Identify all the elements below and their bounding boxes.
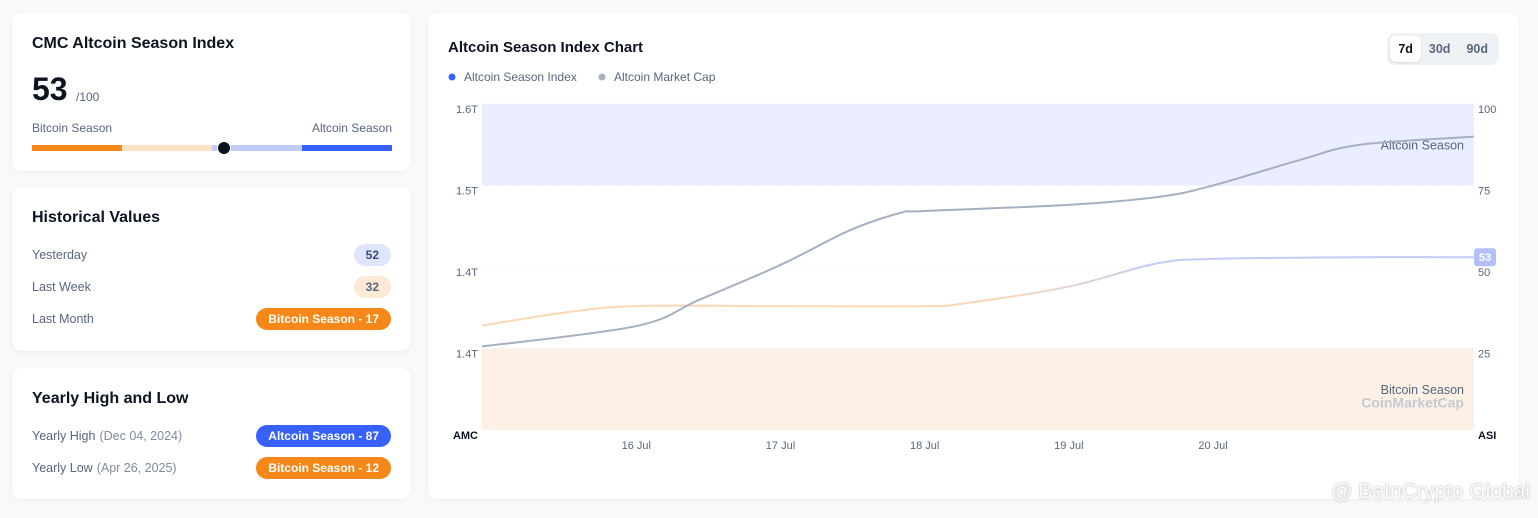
x-tick-label: 20 Jul [1198,440,1227,452]
y-axis-label: AMC [453,430,478,442]
series-line [481,135,1475,348]
gauge-knob [216,141,231,155]
y2-tick-label: 75 [1478,185,1490,197]
history-row: Yesterday 52 [32,243,391,267]
season-band [482,348,1474,430]
y2-tick-label: 25 [1478,348,1490,360]
yearly-card: Yearly High and Low Yearly High (Dec 04, … [12,368,411,499]
card-title: Yearly High and Low [32,390,189,407]
chart-title: Altcoin Season Index Chart [448,39,643,56]
historical-card: Historical Values Yesterday 52 Last Week 32… [12,187,411,351]
range-button[interactable]: 90d [1466,42,1488,56]
row-value: Altcoin Season - 87 [256,425,391,447]
history-row: Last Week 32 [32,275,391,299]
chart-watermark: CoinMarketCap [1361,395,1464,411]
y-tick-label: 1.6T [456,104,478,116]
range-buttons: 7d 30d 90d [1387,33,1499,65]
row-date: (Dec 04, 2024) [99,429,183,443]
row-label-text: Yearly Low [32,461,93,475]
yearly-row: Yearly Low (Apr 26, 2025) Bitcoin Season -… [32,456,391,480]
y2-tick-label: 50 [1478,267,1490,279]
index-max: /100 [76,90,100,104]
last-value-badge [1474,248,1496,267]
y-tick-label: 1.4T [456,267,478,279]
y2-tick-label: 100 [1478,104,1496,116]
watermark: @ BeInCrypto Global [1331,480,1530,503]
legend-label: Altcoin Season Index [464,70,577,84]
chart-card: 7d 30d 90d Altcoin Season Index Chart Altc… [428,13,1519,499]
x-tick-label: 16 Jul [622,440,651,452]
row-label: Yearly Low (Apr 26, 2025) [32,461,177,475]
index-value: 53 [32,71,68,107]
x-tick-label: 19 Jul [1054,440,1083,452]
row-value: 32 [353,276,391,298]
band-label: Bitcoin Season [1381,383,1464,397]
row-date: (Apr 26, 2025) [96,461,177,475]
row-label: Yesterday [32,248,88,262]
row-label: Last Week [32,280,91,294]
row-value: Bitcoin Season - 12 [256,457,391,479]
gauge-left-label: Bitcoin Season [32,121,113,135]
card-title: Historical Values [32,209,161,226]
chart: Altcoin Season Index Chart Altcoin Seaso… [448,39,1496,452]
card-title: CMC Altcoin Season Index [32,35,235,52]
row-value: 52 [353,244,391,266]
row-label: Yearly High (Dec 04, 2024) [32,429,182,443]
season-band [482,104,1474,186]
yearly-row: Yearly High (Dec 04, 2024) Altcoin Season … [32,424,391,448]
gauge-right-label: Altcoin Season [311,121,392,135]
row-label: Last Month [32,312,94,326]
legend-label: Altcoin Market Cap [614,70,716,84]
series-line [481,256,1475,327]
y-tick-label: 1.5T [456,185,478,197]
x-tick-label: 17 Jul [766,440,795,452]
y-tick-label: 1.4T [456,348,478,360]
range-button[interactable]: 30d [1428,42,1451,56]
legend-swatch [598,73,606,81]
history-row: Last Month Bitcoin Season - 17 [32,307,391,331]
y2-axis-label: ASI [1478,430,1496,442]
legend-swatch [448,73,456,81]
row-label-text: Yearly High [32,429,96,443]
range-button[interactable]: 7d [1390,36,1421,62]
gauge-bar [32,141,392,155]
index-card: CMC Altcoin Season Index 53 /100 Bitcoin… [12,13,411,171]
row-value: Bitcoin Season - 17 [256,308,391,330]
x-tick-label: 18 Jul [910,440,939,452]
last-value-label: 53 [1479,252,1491,264]
